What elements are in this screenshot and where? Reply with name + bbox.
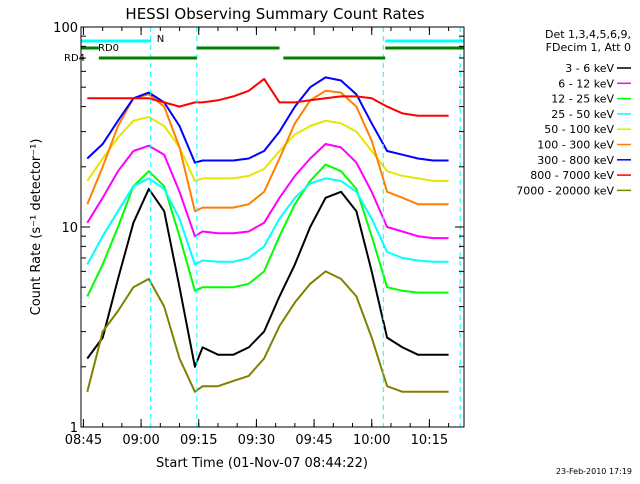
series-line-9: [86, 270, 449, 393]
legend-label-2: 6 - 12 keV: [558, 77, 614, 90]
legend-header-line-2: FDecim 1, Att 0: [546, 41, 631, 54]
legend-label-5: 50 - 100 keV: [544, 123, 614, 136]
x-tick-label-7: 10:15: [411, 433, 448, 448]
flag-label-rd0: RD0: [98, 43, 119, 54]
series-line-6: [86, 89, 449, 213]
legend-header-line-1: Det 1,3,4,5,6,9,: [545, 28, 631, 41]
timestamp: 23-Feb-2010 17:19: [556, 467, 632, 476]
flag-label-rd4: RD4: [64, 53, 85, 64]
y-tick-label-3: 100: [53, 21, 78, 36]
series-line-4: [86, 177, 449, 266]
y-axis-label: Count Rate (s⁻¹ detector⁻¹): [29, 139, 44, 316]
legend-label-1: 3 - 6 keV: [565, 62, 614, 75]
flag-label-n: N: [157, 34, 164, 45]
legend-label-8: 800 - 7000 keV: [530, 169, 614, 182]
x-tick-label-2: 09:00: [122, 433, 159, 448]
x-axis-label: Start Time (01-Nov-07 08:44:22): [156, 456, 368, 471]
y-tick-label-1: 1: [70, 421, 78, 436]
series-line-3: [86, 163, 449, 297]
x-tick-label-3: 09:15: [180, 433, 217, 448]
series-line-2: [86, 143, 449, 240]
y-tick-label-2: 10: [61, 221, 78, 236]
series-line-7: [86, 76, 449, 164]
x-tick-label-6: 10:00: [353, 433, 390, 448]
legend-label-6: 100 - 300 keV: [537, 139, 614, 152]
plot-frame: [80, 26, 465, 428]
x-tick-label-5: 09:45: [295, 433, 332, 448]
legend-label-3: 12 - 25 keV: [551, 93, 614, 106]
legend-label-7: 300 - 800 keV: [537, 154, 614, 167]
chart-title: HESSI Observing Summary Count Rates: [125, 5, 424, 23]
legend-label-9: 7000 - 20000 keV: [516, 184, 614, 197]
series-line-8: [87, 77, 449, 117]
legend-label-4: 25 - 50 keV: [551, 108, 614, 121]
x-tick-label-1: 08:45: [65, 433, 102, 448]
x-tick-label-4: 09:30: [238, 433, 275, 448]
series-line-5: [86, 116, 449, 182]
series-line-1: [86, 187, 449, 368]
